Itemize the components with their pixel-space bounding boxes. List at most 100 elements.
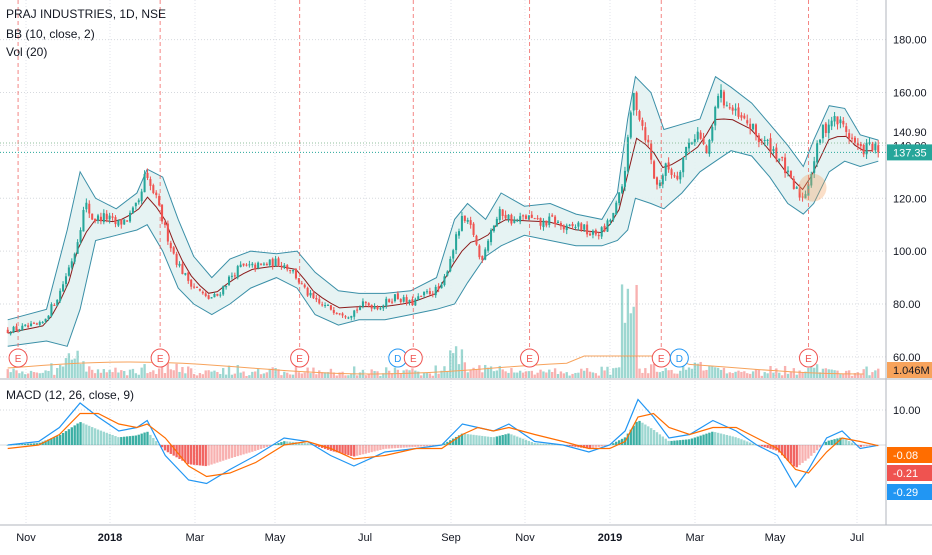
candle-body[interactable] [455,234,458,251]
candle-body[interactable] [38,322,41,325]
vol-legend[interactable]: Vol (20) [6,45,48,59]
candle-body[interactable] [108,215,111,220]
candle-body[interactable] [21,325,24,331]
candle-body[interactable] [673,175,676,177]
candle-body[interactable] [402,297,405,302]
candle-body[interactable] [428,291,431,295]
candle-body[interactable] [225,286,228,288]
candle-body[interactable] [207,295,210,299]
candle-body[interactable] [731,107,734,111]
candle-body[interactable] [376,306,379,310]
candle-body[interactable] [466,219,469,222]
candle-body[interactable] [233,275,236,277]
candle-body[interactable] [50,304,53,317]
candle-body[interactable] [519,216,522,222]
candle-body[interactable] [516,220,519,222]
candle-body[interactable] [236,266,239,278]
candle-body[interactable] [434,286,437,296]
candle-body[interactable] [530,214,533,218]
candle-body[interactable] [484,249,487,260]
candle-body[interactable] [137,200,140,203]
candle-body[interactable] [289,269,292,271]
candle-body[interactable] [722,91,725,106]
candle-body[interactable] [140,191,143,202]
candle-body[interactable] [152,185,155,193]
candle-body[interactable] [661,175,664,185]
candle-body[interactable] [676,175,679,180]
candle-body[interactable] [230,275,233,277]
candle-body[interactable] [813,161,816,173]
candle-body[interactable] [685,146,688,156]
candle-body[interactable] [27,325,30,328]
candle-body[interactable] [399,299,402,302]
candle-body[interactable] [155,192,158,196]
candle-body[interactable] [792,178,795,189]
candle-body[interactable] [487,240,490,251]
candle-body[interactable] [440,284,443,289]
candle-body[interactable] [714,106,717,126]
candle-body[interactable] [405,297,408,303]
candle-body[interactable] [743,115,746,119]
candle-body[interactable] [213,294,216,298]
candle-body[interactable] [79,230,82,243]
candle-body[interactable] [114,217,117,225]
candle-body[interactable] [603,225,606,232]
candle-body[interactable] [554,216,557,225]
earnings-marker[interactable] [8,348,28,368]
candle-body[interactable] [388,299,391,303]
candle-body[interactable] [644,127,647,141]
earnings-marker[interactable] [520,348,540,368]
candle-body[interactable] [472,223,475,235]
candle-body[interactable] [385,298,388,307]
candle-body[interactable] [283,265,286,268]
candle-body[interactable] [64,276,68,284]
candle-body[interactable] [670,169,673,175]
candle-body[interactable] [294,268,298,279]
candle-body[interactable] [163,222,166,225]
candle-body[interactable] [102,213,105,223]
candle-body[interactable] [99,216,102,222]
candle-body[interactable] [501,209,504,216]
candle-body[interactable] [82,209,85,232]
candle-body[interactable] [131,207,134,214]
candle-body[interactable] [647,139,650,143]
candle-body[interactable] [600,227,603,237]
candle-body[interactable] [495,218,498,227]
candle-body[interactable] [134,202,137,207]
candle-body[interactable] [586,224,589,235]
candle-body[interactable] [580,223,583,230]
candle-body[interactable] [85,202,88,210]
candle-body[interactable] [810,174,813,186]
candle-body[interactable] [411,299,414,306]
candle-body[interactable] [105,213,108,220]
candle-body[interactable] [772,148,775,152]
candle-body[interactable] [548,216,551,225]
candle-body[interactable] [184,273,187,275]
candle-body[interactable] [734,108,737,111]
candle-body[interactable] [146,172,149,178]
candle-body[interactable] [856,142,859,146]
candle-body[interactable] [798,188,801,198]
candle-body[interactable] [708,139,711,154]
candle-body[interactable] [6,329,9,334]
candle-body[interactable] [201,291,204,294]
candle-body[interactable] [845,126,848,132]
candle-body[interactable] [227,276,231,285]
candle-body[interactable] [749,123,752,129]
candle-body[interactable] [522,215,525,217]
candle-body[interactable] [117,220,120,226]
candle-body[interactable] [257,262,260,269]
candle-body[interactable] [190,279,193,287]
candle-body[interactable] [842,120,845,125]
candle-body[interactable] [292,270,295,272]
earnings-marker[interactable] [799,348,819,368]
candle-body[interactable] [754,124,757,136]
candle-body[interactable] [248,264,251,266]
bb-legend[interactable]: BB (10, close, 2) [6,27,95,41]
candle-body[interactable] [41,322,44,324]
candle-body[interactable] [827,124,830,134]
candle-body[interactable] [801,196,804,198]
candle-body[interactable] [53,304,56,306]
candle-body[interactable] [367,303,370,306]
candle-body[interactable] [396,293,399,300]
